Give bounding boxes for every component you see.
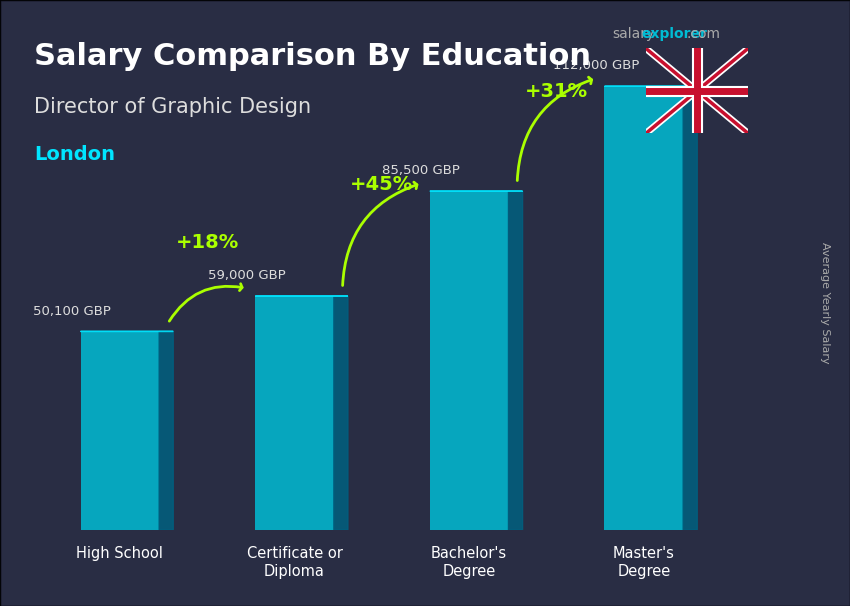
Text: 50,100 GBP: 50,100 GBP	[33, 305, 110, 318]
Polygon shape	[159, 331, 173, 530]
Text: London: London	[34, 145, 115, 164]
Text: .com: .com	[687, 27, 721, 41]
Bar	[604, 86, 683, 530]
Text: Average Yearly Salary: Average Yearly Salary	[819, 242, 830, 364]
Bar	[430, 191, 508, 530]
Polygon shape	[683, 86, 697, 530]
Polygon shape	[508, 191, 523, 530]
Text: Salary Comparison By Education: Salary Comparison By Education	[34, 42, 591, 72]
Text: 112,000 GBP: 112,000 GBP	[552, 59, 639, 73]
Text: Director of Graphic Design: Director of Graphic Design	[34, 97, 311, 117]
Text: 59,000 GBP: 59,000 GBP	[207, 269, 286, 282]
Text: salary: salary	[612, 27, 654, 41]
Text: +31%: +31%	[525, 82, 588, 101]
Text: explorer: explorer	[642, 27, 707, 41]
Text: +45%: +45%	[350, 175, 413, 194]
Polygon shape	[334, 296, 348, 530]
Bar	[81, 331, 159, 530]
Text: +18%: +18%	[175, 233, 239, 252]
Bar	[255, 296, 334, 530]
Text: 85,500 GBP: 85,500 GBP	[382, 164, 460, 178]
